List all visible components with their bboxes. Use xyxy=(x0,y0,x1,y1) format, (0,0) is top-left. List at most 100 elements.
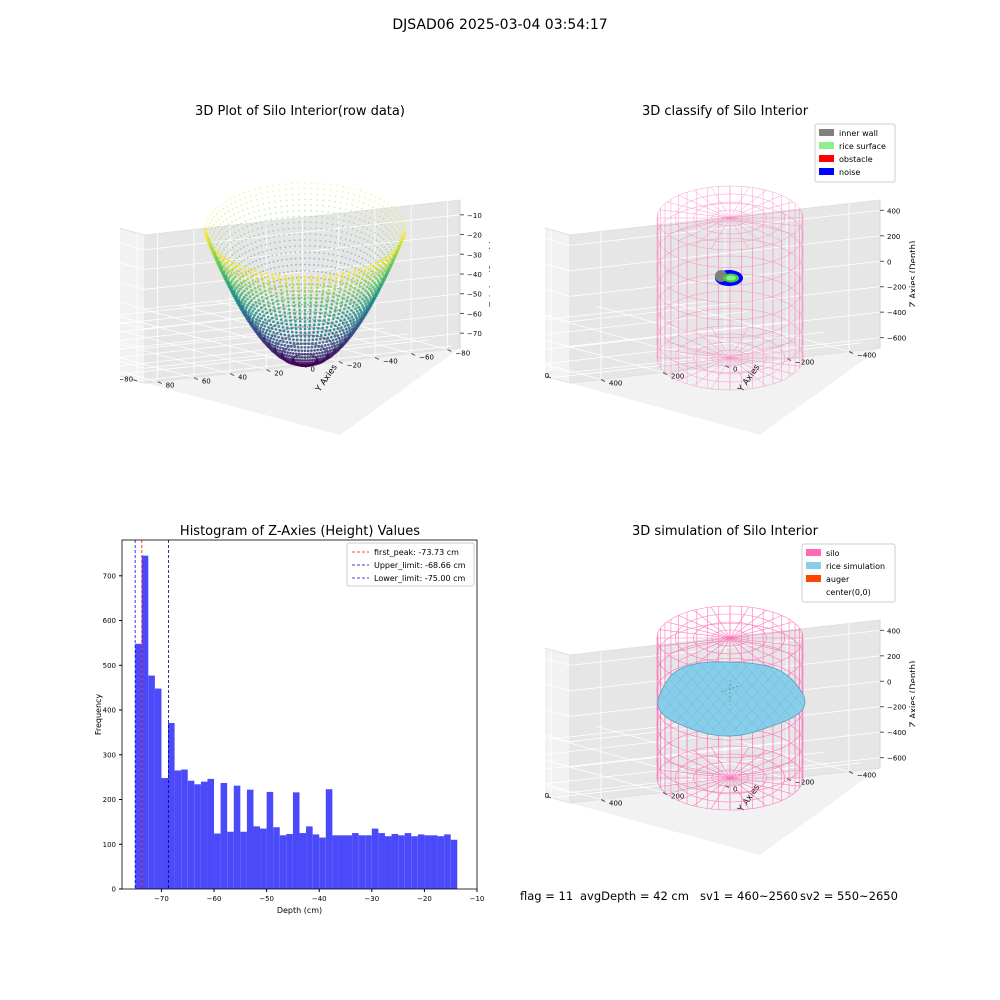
histogram-bar xyxy=(338,835,346,889)
footer-avg-depth: avgDepth = 42 cm xyxy=(580,889,689,903)
p1-y-tick-label: 20 xyxy=(274,370,283,378)
histogram-bar xyxy=(286,833,293,889)
histogram-bar xyxy=(174,770,182,889)
p2-y-tick xyxy=(848,351,854,354)
histogram-bar xyxy=(200,781,208,889)
p4-center-axis xyxy=(720,685,740,693)
p2-y-grid xyxy=(545,315,726,366)
p1-y-grid xyxy=(120,371,158,382)
p1-y-tick-label: 60 xyxy=(202,378,211,386)
p4-z-tick-label: 400 xyxy=(887,627,900,635)
p4-z-tick-label: 0 xyxy=(887,678,891,686)
p4-legend-label: center(0,0) xyxy=(826,588,871,597)
histogram-bar xyxy=(424,835,431,889)
p2-z-tick-label: 200 xyxy=(887,233,900,241)
histogram-bar xyxy=(319,837,326,889)
p2-z-grid xyxy=(545,235,881,272)
p2-y-tick xyxy=(600,379,606,382)
p1-z-tick-label: −10 xyxy=(467,212,482,220)
p4-z-tick-label: −200 xyxy=(887,704,906,712)
p4-z-grid xyxy=(545,655,881,692)
p1-y-grid xyxy=(120,330,267,370)
p1-z-tick-label: −50 xyxy=(467,291,482,299)
histogram-bar xyxy=(207,778,215,889)
p1-y-tick xyxy=(193,377,199,381)
histogram-bar xyxy=(253,826,261,889)
p4-legend-swatch xyxy=(806,549,821,556)
y-tick-label: 100 xyxy=(103,841,116,849)
p2-x-tick xyxy=(547,376,552,379)
p4-z-tick-label: −400 xyxy=(887,729,906,737)
x-tick-label: −10 xyxy=(470,895,485,903)
x-tick-label: −20 xyxy=(417,895,432,903)
p1-y-tick xyxy=(374,357,380,360)
histogram-bar xyxy=(141,555,149,889)
p1-y-grid xyxy=(120,357,194,378)
p2-legend-swatch xyxy=(819,168,834,175)
p1-x-tick-label: −80 xyxy=(120,375,133,383)
p2-x-tick-label: −400 xyxy=(545,372,549,380)
p4-z-axis-label: Z Axies (Depth) xyxy=(909,661,915,728)
x-axis-label: Depth (cm) xyxy=(277,906,322,915)
p4-y-grid xyxy=(545,783,602,800)
p1-z-grid xyxy=(120,332,461,369)
p4-left-pane xyxy=(545,647,571,804)
histogram-bar xyxy=(194,784,201,889)
p2-legend-label: inner wall xyxy=(839,129,878,138)
histogram-bar xyxy=(391,833,399,889)
histogram-bar xyxy=(246,789,254,889)
histogram-legend-box xyxy=(346,542,475,587)
footer-sv1: sv1 = 460~2560 xyxy=(700,889,798,903)
p4-y-tick-label: −400 xyxy=(857,772,876,780)
histogram-bar xyxy=(260,828,267,889)
p1-x-tick xyxy=(133,379,138,382)
histogram-bar xyxy=(378,833,385,889)
histogram-bar xyxy=(450,839,458,889)
p1-y-tick-label: −20 xyxy=(347,361,362,369)
p4-z-tick-label: 200 xyxy=(887,653,900,661)
panel1-3d-scatter: −80−60−40−20020406080X Axies−80−60−40−20… xyxy=(120,182,490,435)
p4-y-tick xyxy=(848,771,854,774)
histogram-bar xyxy=(266,791,274,889)
p2-z-tick-label: 0 xyxy=(887,258,891,266)
p1-y-tick xyxy=(410,352,416,356)
histogram-bar xyxy=(332,835,339,889)
x-tick-label: −70 xyxy=(154,895,169,903)
y-tick-label: 200 xyxy=(103,796,116,804)
histogram-bar xyxy=(279,835,287,889)
figure-title: DJSAD06 2025-03-04 03:54:17 xyxy=(392,17,608,33)
p1-z-tick-label: −40 xyxy=(467,271,482,279)
p2-legend-swatch xyxy=(819,142,834,149)
p2-z-grid xyxy=(545,337,881,374)
p4-x-tick-label: −400 xyxy=(545,792,549,800)
p4-y-tick-label: 0 xyxy=(733,786,737,794)
histogram-bar xyxy=(240,831,247,889)
p1-y-tick-label: 40 xyxy=(238,374,247,382)
histogram-frame xyxy=(121,539,478,890)
histogram-bar xyxy=(404,833,412,889)
p1-z-tick-label: −60 xyxy=(467,310,482,318)
histogram-bar xyxy=(233,785,241,889)
x-tick-label: −40 xyxy=(312,895,327,903)
panel3-title: Histogram of Z-Axies (Height) Values xyxy=(179,524,421,539)
p1-y-tick-label: −40 xyxy=(383,357,398,365)
p1-y-tick xyxy=(447,348,452,352)
panel4-title: 3D simulation of Silo Interior xyxy=(632,524,818,539)
p4-y-tick-label: 200 xyxy=(671,793,684,801)
histogram-bar xyxy=(154,688,162,889)
y-tick-label: 700 xyxy=(103,572,116,580)
p2-z-axis-label: Z Axies (Depth) xyxy=(909,241,915,308)
histogram-bar xyxy=(312,834,320,889)
p4-y-tick-label: 400 xyxy=(609,800,622,808)
histogram-bar xyxy=(214,833,221,889)
p4-y-tick xyxy=(600,799,606,802)
histogram-bar xyxy=(299,833,307,889)
p4-z-tick-label: −600 xyxy=(887,755,906,763)
p2-y-grid xyxy=(545,339,664,373)
p2-z-grid xyxy=(545,260,881,297)
footer-sv2: sv2 = 550~2650 xyxy=(800,889,898,903)
p2-y-grid xyxy=(658,299,850,352)
p2-z-tick-label: −400 xyxy=(887,309,906,317)
